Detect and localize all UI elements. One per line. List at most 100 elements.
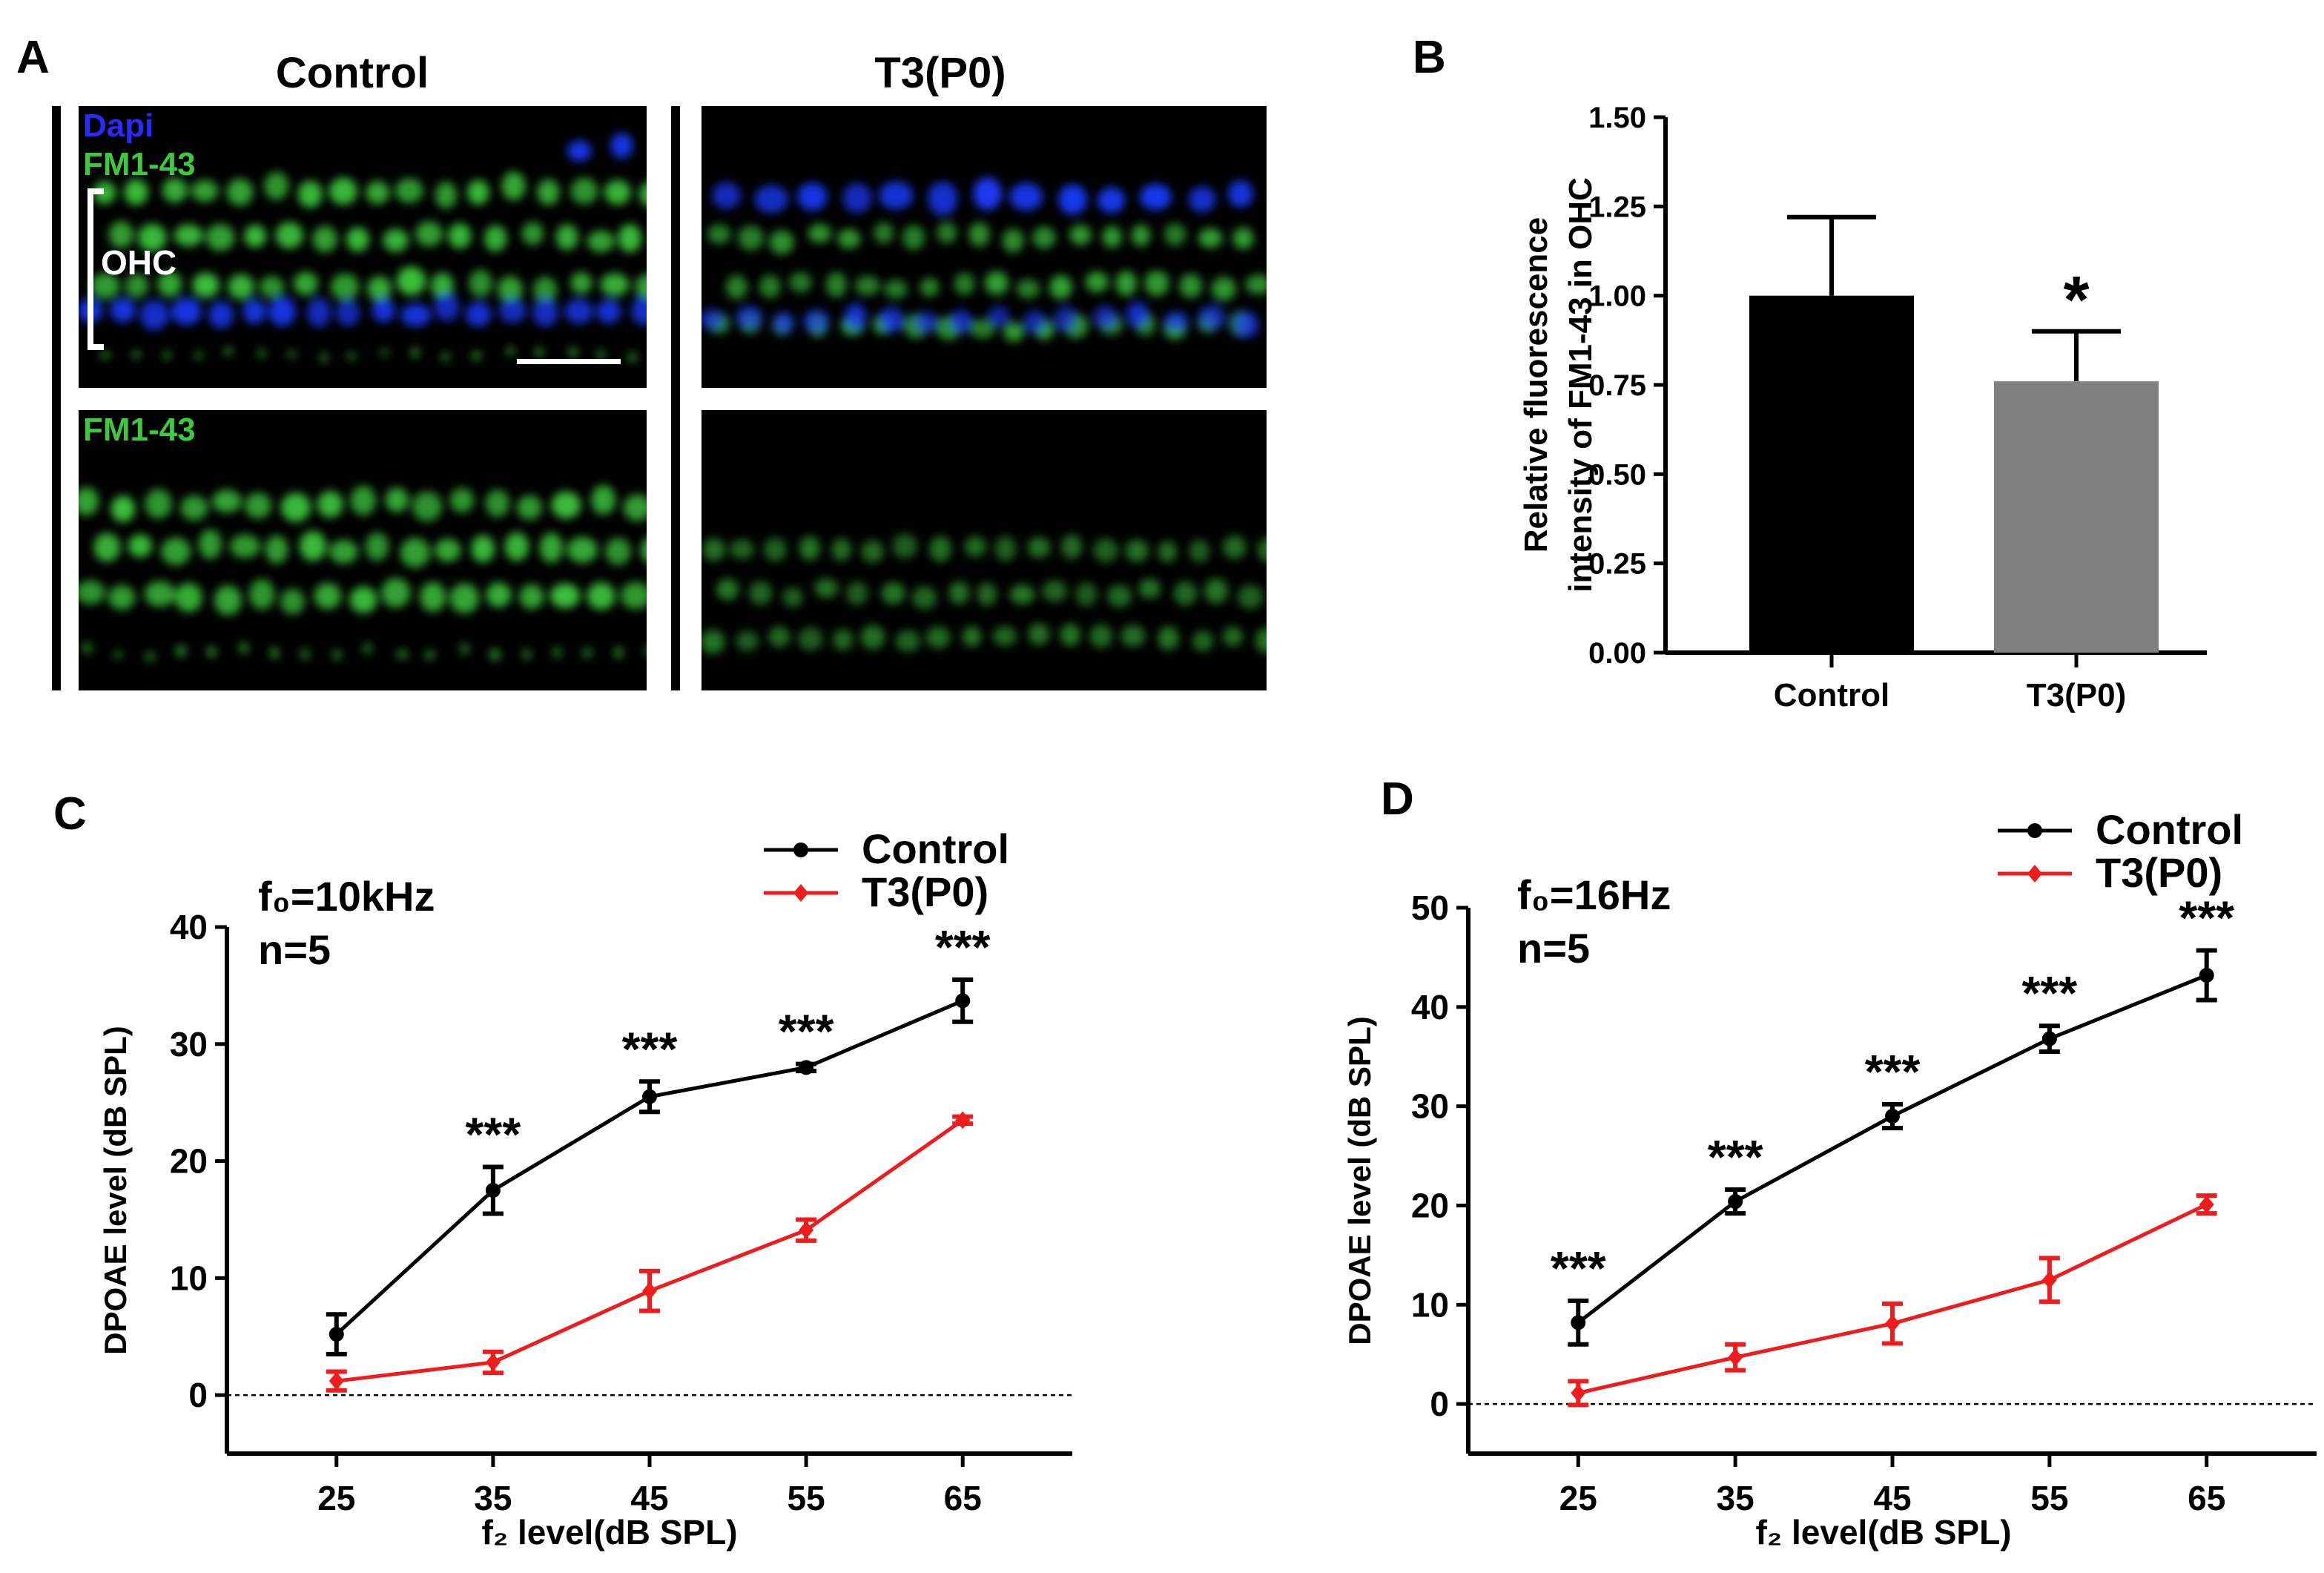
hair-cell — [125, 274, 149, 298]
hair-cell — [1245, 274, 1267, 294]
chart-d-significance-mark: *** — [2179, 891, 2234, 945]
hair-cell — [245, 492, 271, 519]
hair-cell — [587, 230, 615, 253]
hair-cell — [79, 580, 105, 604]
ohc-label: OHC — [101, 243, 176, 282]
chart-c-point-control — [955, 993, 971, 1009]
chart-c-y-tick-label: 0 — [188, 1376, 208, 1414]
hair-cell — [306, 297, 331, 328]
hair-cell — [349, 586, 377, 613]
hair-cell — [346, 227, 369, 252]
hair-cell — [1028, 623, 1050, 645]
hair-cell — [638, 182, 647, 206]
hair-cell — [1227, 180, 1254, 208]
hair-cell — [587, 582, 615, 610]
hair-cell — [1060, 623, 1081, 647]
scale-bar — [517, 359, 621, 364]
hair-cell — [702, 538, 726, 561]
chart-d-y-axis-label: DPOAE level (dB SPL) — [1342, 1016, 1377, 1345]
chart-d-significance-mark: *** — [1708, 1130, 1763, 1184]
chart-c-legend-label-t3: T3(P0) — [862, 868, 988, 915]
panel-b-letter: B — [1413, 32, 1446, 83]
hair-cell — [214, 585, 242, 616]
hair-cell — [485, 489, 509, 518]
hair-cell — [644, 646, 647, 656]
hair-cell — [803, 309, 830, 334]
hair-cell — [539, 532, 563, 563]
hair-cell — [702, 309, 725, 330]
hair-cell — [317, 490, 343, 518]
chart-d-y-tick-label: 50 — [1411, 888, 1449, 927]
hair-cell — [855, 276, 880, 296]
chart-c-significance-mark: *** — [779, 1005, 834, 1058]
hair-cell — [878, 307, 905, 333]
hair-cell — [730, 539, 754, 560]
hair-cell — [365, 532, 389, 561]
chart-c-y-axis-label: DPOAE level (dB SPL) — [98, 1026, 133, 1354]
chart-b-x-tick-label: Control — [1774, 677, 1889, 713]
hair-cell — [350, 485, 376, 515]
chart-d: 0 10 20 30 40 50 25 35 45 55 65 f₂ level(dB SPL) DPO… — [1342, 806, 2317, 1551]
hair-cell — [144, 651, 156, 662]
hair-cell — [257, 348, 266, 359]
hair-cell — [397, 649, 409, 659]
left-divider-bar — [52, 106, 61, 690]
hair-cell — [1016, 279, 1040, 299]
panel-d-letter: D — [1381, 774, 1414, 825]
hair-cell — [1115, 271, 1137, 297]
hair-cell — [268, 296, 296, 326]
chart-d-significance-mark: *** — [2021, 966, 2077, 1020]
hair-cell — [1061, 534, 1083, 559]
hair-cell — [754, 185, 789, 214]
hair-cell — [110, 495, 136, 523]
hair-cell — [773, 311, 794, 334]
chart-d-significance-mark: *** — [1865, 1045, 1921, 1098]
hair-cell — [749, 581, 773, 605]
hair-cell — [736, 630, 759, 651]
hair-cell — [1054, 306, 1078, 332]
hair-cell — [1125, 539, 1149, 562]
hair-cell — [992, 626, 1017, 646]
hair-cell — [925, 626, 951, 649]
hair-cell — [174, 224, 203, 247]
hair-cell — [299, 648, 311, 660]
hair-cell — [82, 642, 93, 654]
chart-d-point-t3 — [2041, 1270, 2057, 1289]
hair-cell — [928, 181, 958, 216]
hair-cell — [1120, 625, 1146, 647]
chart-d-y-tick-label: 30 — [1411, 1087, 1449, 1126]
chart-b-y-tick-label: 0.75 — [1588, 369, 1646, 402]
hair-cell — [128, 534, 152, 558]
hair-cell — [537, 179, 560, 205]
hair-cell — [280, 588, 305, 615]
hair-cell — [798, 627, 823, 651]
hair-cell — [161, 537, 191, 566]
hair-cell — [1085, 271, 1109, 293]
hair-cell — [171, 297, 202, 326]
hair-cell — [331, 650, 342, 660]
middle-divider-bar — [671, 106, 680, 690]
chart-c-y-tick-label: 10 — [170, 1259, 208, 1297]
hair-cell — [949, 309, 973, 333]
hair-cell — [1097, 187, 1126, 214]
hair-cell — [145, 489, 172, 519]
chart-d-y-tick-label: 40 — [1411, 988, 1449, 1026]
hair-cell — [1126, 302, 1149, 328]
chart-c-x-tick-label: 65 — [944, 1479, 982, 1517]
chart-c-annotation-n: n=5 — [258, 926, 331, 973]
hair-cell — [600, 273, 630, 297]
hair-cell — [627, 352, 638, 363]
hair-cell — [1009, 182, 1043, 211]
hair-cell — [1164, 311, 1189, 332]
chart-b-y-tick-label: 1.00 — [1588, 280, 1646, 313]
chart-b-y-tick-label: 0.00 — [1588, 637, 1646, 670]
hair-cell — [330, 273, 360, 300]
hair-cell — [837, 228, 861, 249]
chart-d-legend-marker-t3 — [2027, 865, 2042, 883]
hair-cell — [1163, 222, 1186, 246]
hair-cell — [299, 531, 326, 561]
hair-cell — [467, 179, 489, 205]
hair-cell — [1144, 270, 1169, 297]
chart-b-significance-mark: * — [2063, 263, 2089, 337]
hair-cell — [335, 300, 360, 326]
